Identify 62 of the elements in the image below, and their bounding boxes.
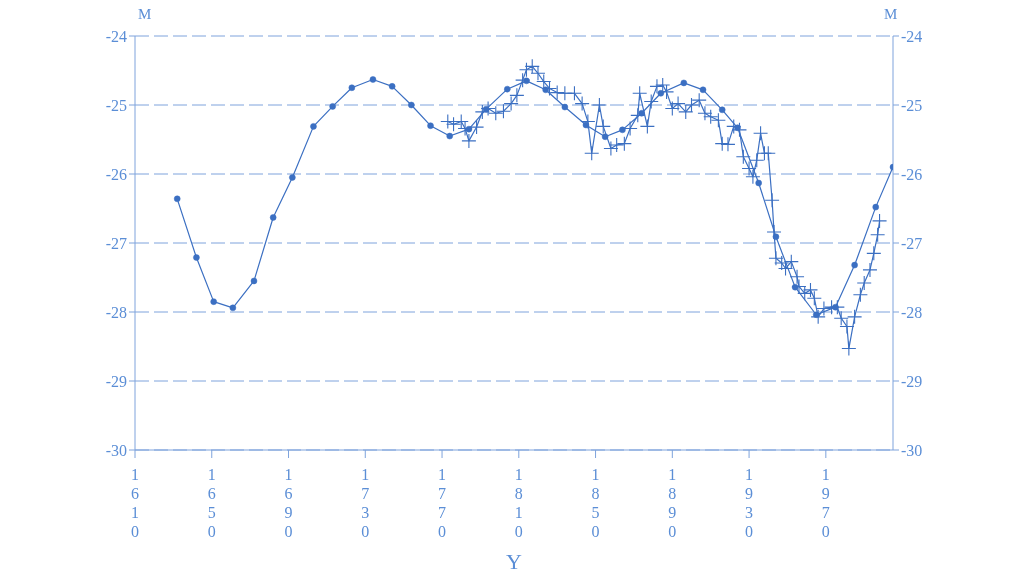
x-tick-label: 1 8 5 0 <box>591 466 600 540</box>
point <box>718 106 726 114</box>
y-tick-label: -26 <box>105 165 127 183</box>
point <box>657 90 665 97</box>
point <box>755 179 762 187</box>
y-tick-label: -25 <box>105 96 127 114</box>
x-tick-label: 1 8 1 0 <box>514 466 523 540</box>
y2-tick-label: -30 <box>901 441 923 459</box>
point <box>872 203 879 211</box>
point <box>772 233 780 241</box>
x-tick-label: 1 6 9 0 <box>284 466 293 540</box>
x-tick-label: 1 9 3 0 <box>745 466 754 540</box>
x-tick-label: 1 7 3 0 <box>361 466 370 540</box>
y-tick-label: -28 <box>105 303 127 321</box>
point <box>523 77 530 85</box>
point <box>699 86 707 94</box>
point <box>851 261 858 269</box>
point <box>582 121 590 129</box>
point <box>561 103 569 111</box>
point <box>348 84 356 91</box>
point <box>638 110 645 117</box>
point <box>173 195 181 203</box>
point <box>310 123 317 130</box>
point <box>680 79 688 87</box>
y-tick-label: -30 <box>105 441 127 459</box>
y2-axis-title: M <box>884 6 898 23</box>
x-tick-label: 1 7 7 0 <box>438 466 447 540</box>
point <box>791 283 799 291</box>
point <box>504 85 511 93</box>
y2-tick-label: -27 <box>901 234 923 252</box>
y2-tick-label: -24 <box>901 27 923 45</box>
x-axis-title: Y <box>506 549 523 574</box>
point <box>601 133 609 140</box>
point <box>250 277 258 285</box>
y2-tick-label: -29 <box>901 372 923 390</box>
point <box>427 122 434 129</box>
point <box>832 303 839 311</box>
point <box>193 254 200 261</box>
point <box>289 174 296 181</box>
y2-tick-label: -26 <box>901 165 923 183</box>
y-tick-label: -27 <box>105 234 127 252</box>
y2-tick-label: -25 <box>901 96 923 114</box>
y-tick-label: -29 <box>105 372 127 390</box>
x-tick-label: 1 9 7 0 <box>821 466 830 540</box>
point <box>329 103 336 110</box>
y2-tick-label: -28 <box>901 303 923 321</box>
point <box>269 214 277 221</box>
point <box>446 132 453 140</box>
x-tick-label: 1 6 1 0 <box>131 466 139 540</box>
point <box>369 76 377 83</box>
point <box>812 311 820 319</box>
point <box>542 86 549 94</box>
y-tick-label: -24 <box>105 27 127 45</box>
point <box>619 126 626 134</box>
point <box>465 125 473 133</box>
point <box>229 304 237 312</box>
point <box>408 101 415 109</box>
point <box>210 298 217 305</box>
point <box>388 83 396 90</box>
x-tick-label: 1 8 9 0 <box>668 466 677 540</box>
x-tick-label: 1 6 5 0 <box>207 466 216 540</box>
y-axis-title: M <box>138 6 152 23</box>
